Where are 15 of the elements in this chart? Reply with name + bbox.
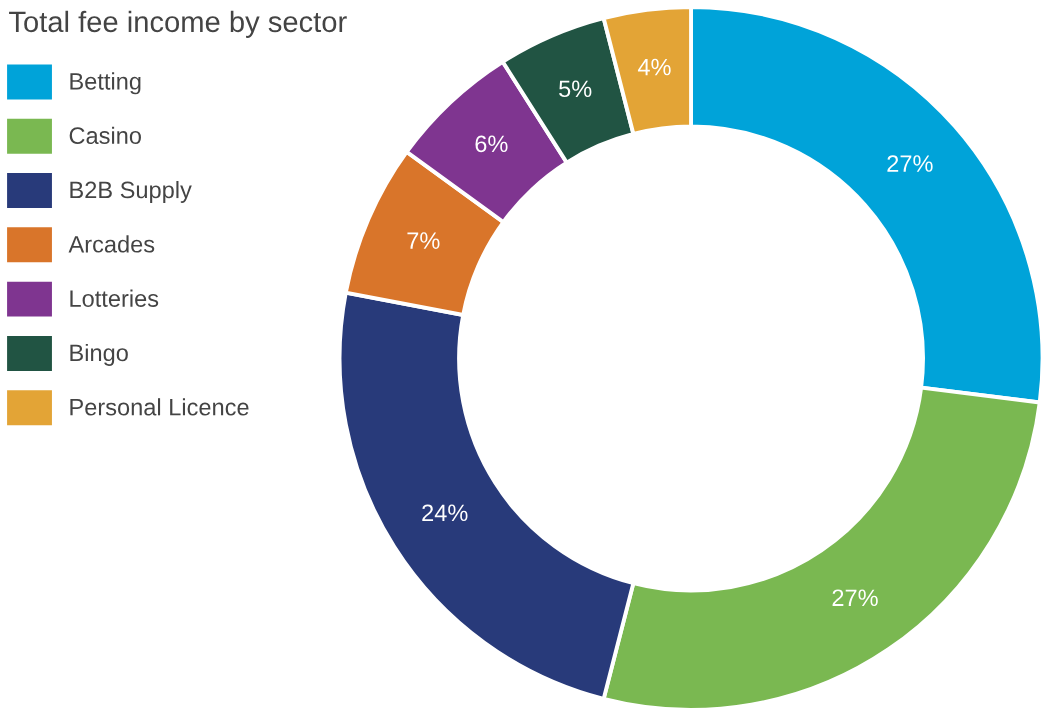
legend-label: Personal Licence (70, 398, 249, 416)
data-label: 6% (475, 135, 508, 153)
legend-label: Bingo (70, 343, 128, 366)
chart-title: Total fee income by sector (9, 10, 347, 38)
legend-label: Lotteries (70, 289, 159, 307)
data-label: 7% (407, 232, 440, 249)
data-label: 24% (422, 504, 468, 522)
legend-label: Betting (70, 72, 141, 95)
data-label: 27% (832, 589, 878, 607)
data-label: 5% (559, 80, 592, 98)
data-label: 27% (887, 155, 933, 172)
legend-label: B2B Supply (70, 180, 192, 203)
data-label: 4% (637, 58, 671, 76)
legend-label: Casino (69, 126, 141, 145)
legend-label: Arcades (68, 235, 155, 253)
